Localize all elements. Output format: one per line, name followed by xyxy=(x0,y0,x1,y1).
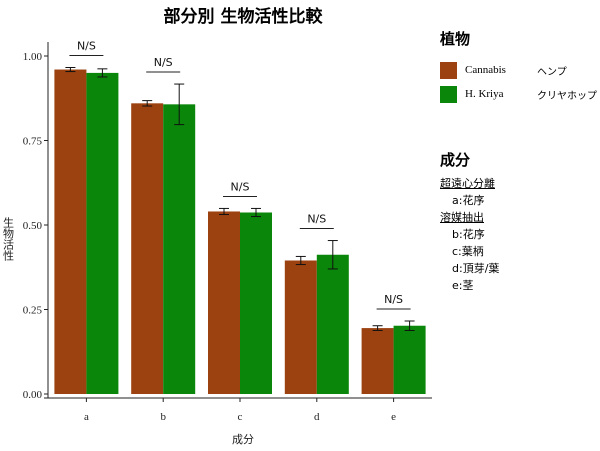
x-tick-label: d xyxy=(314,411,320,423)
legend-title: 植物 xyxy=(440,30,471,48)
bar-cannabis xyxy=(131,103,164,394)
legend-item-hkriya: H. Kriya クリヤホップ xyxy=(440,83,597,105)
y-tick-label: 0.75 xyxy=(23,136,43,148)
legend-swatch-hkriya xyxy=(440,85,457,103)
x-tick-label: c xyxy=(238,411,243,423)
component-group-ultracentrifuge: 超遠心分離 xyxy=(440,177,495,190)
y-tick-label: 1.00 xyxy=(23,51,43,63)
component-legend: 成分 超遠心分離 a:花序 溶媒抽出 b:花序 c:葉柄 d:頂芽/葉 e:茎 xyxy=(440,152,499,294)
significance-label: N/S xyxy=(77,39,96,52)
legend-label-cannabis: Cannabis xyxy=(465,64,506,76)
y-tick-label: 0.25 xyxy=(23,305,43,317)
significance-label: N/S xyxy=(154,56,173,69)
x-tick-label: b xyxy=(160,411,166,423)
bar-hkriya xyxy=(240,212,272,394)
x-tick-label: e xyxy=(391,411,396,423)
x-axis-title: 成分 xyxy=(232,433,254,446)
legend-item-cannabis: Cannabis ヘンプ xyxy=(440,59,597,81)
component-item: e:茎 xyxy=(452,279,474,292)
significance-label: N/S xyxy=(231,180,250,193)
plot-area: 0.00 0.25 0.50 0.75 1.00 a N/S b N/S c N/S d N/S e N/S xyxy=(23,39,432,423)
component-item: d:頂芽/葉 xyxy=(452,262,500,275)
y-tick-label: 0.50 xyxy=(23,220,43,232)
bar-cannabis xyxy=(284,260,317,394)
legend-plant: 植物 Cannabis ヘンプ H. Kriya クリヤホップ xyxy=(440,28,597,107)
x-tick-label: a xyxy=(84,411,89,423)
y-tick-label: 0.00 xyxy=(23,389,43,401)
component-item: c:葉柄 xyxy=(452,245,484,258)
component-group-solvent: 溶媒抽出 xyxy=(440,211,484,224)
bar-cannabis xyxy=(54,69,87,395)
bar-cannabis xyxy=(208,211,240,394)
component-title: 成分 xyxy=(440,151,471,169)
chart-title: 部分別 生物活性比較 xyxy=(164,6,324,27)
significance-label: N/S xyxy=(384,293,403,306)
component-item: a:花序 xyxy=(452,194,485,207)
bar-cannabis xyxy=(361,328,394,394)
bar-hkriya xyxy=(393,325,426,394)
legend-label-jp-hkriya: クリヤホップ xyxy=(537,90,597,102)
y-axis-title: 生物活性 xyxy=(2,216,15,262)
bar-hkriya xyxy=(316,254,349,394)
significance-label: N/S xyxy=(307,213,326,226)
bar-hkriya xyxy=(86,72,119,395)
component-item: b:花序 xyxy=(452,228,485,241)
legend-swatch-cannabis xyxy=(440,61,457,79)
bar-hkriya xyxy=(163,104,196,395)
legend-label-hkriya: H. Kriya xyxy=(465,88,504,100)
legend-label-jp-cannabis: ヘンプ xyxy=(537,66,567,78)
